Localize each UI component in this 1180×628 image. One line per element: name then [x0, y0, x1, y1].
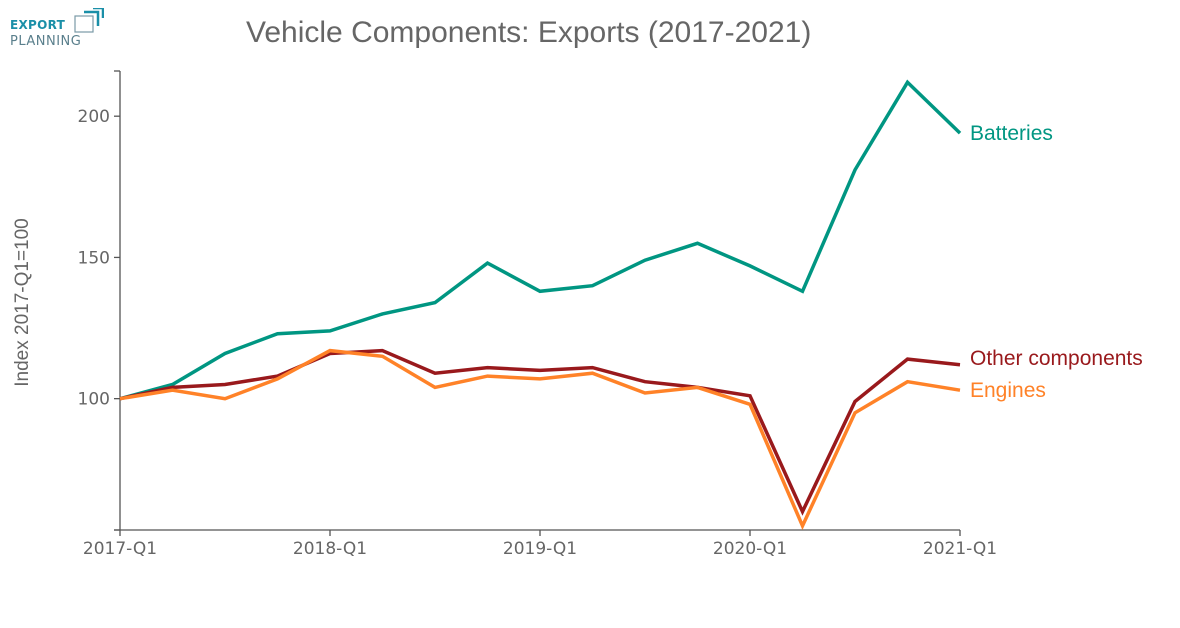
- x-tick-label: 2017-Q1: [83, 539, 157, 559]
- series-labels: Batteries Other components Engines: [970, 122, 1143, 402]
- series-lines: [119, 79, 962, 531]
- x-tick-label: 2018-Q1: [293, 539, 367, 559]
- series-line-engines: [119, 348, 961, 531]
- series-label: Other components: [970, 347, 1143, 370]
- y-tick-label: 150: [78, 248, 110, 268]
- series-line-other-components: [119, 348, 961, 516]
- y-axis-label: Index 2017-Q1=100: [12, 218, 33, 387]
- axes: 100 150 200 2017-Q1 2018-Q1 2019-Q1 2020-Q1 202…: [12, 70, 997, 559]
- y-tick-label: 200: [78, 107, 110, 127]
- logo-text-planning: PLANNING: [10, 34, 82, 49]
- series-line-batteries: [119, 79, 962, 401]
- logo-corner-icon: [74, 8, 104, 33]
- y-tick-label: 100: [78, 390, 110, 410]
- x-tick-label: 2021-Q1: [923, 539, 997, 559]
- chart-title: Vehicle Components: Exports (2017-2021): [246, 16, 812, 49]
- x-tick-label: 2020-Q1: [713, 539, 787, 559]
- series-label: Batteries: [970, 122, 1053, 145]
- export-planning-logo: EXPORT PLANNING: [10, 2, 110, 52]
- logo-text-export: EXPORT: [10, 18, 66, 32]
- series-label: Engines: [970, 379, 1046, 402]
- x-tick-label: 2019-Q1: [503, 539, 577, 559]
